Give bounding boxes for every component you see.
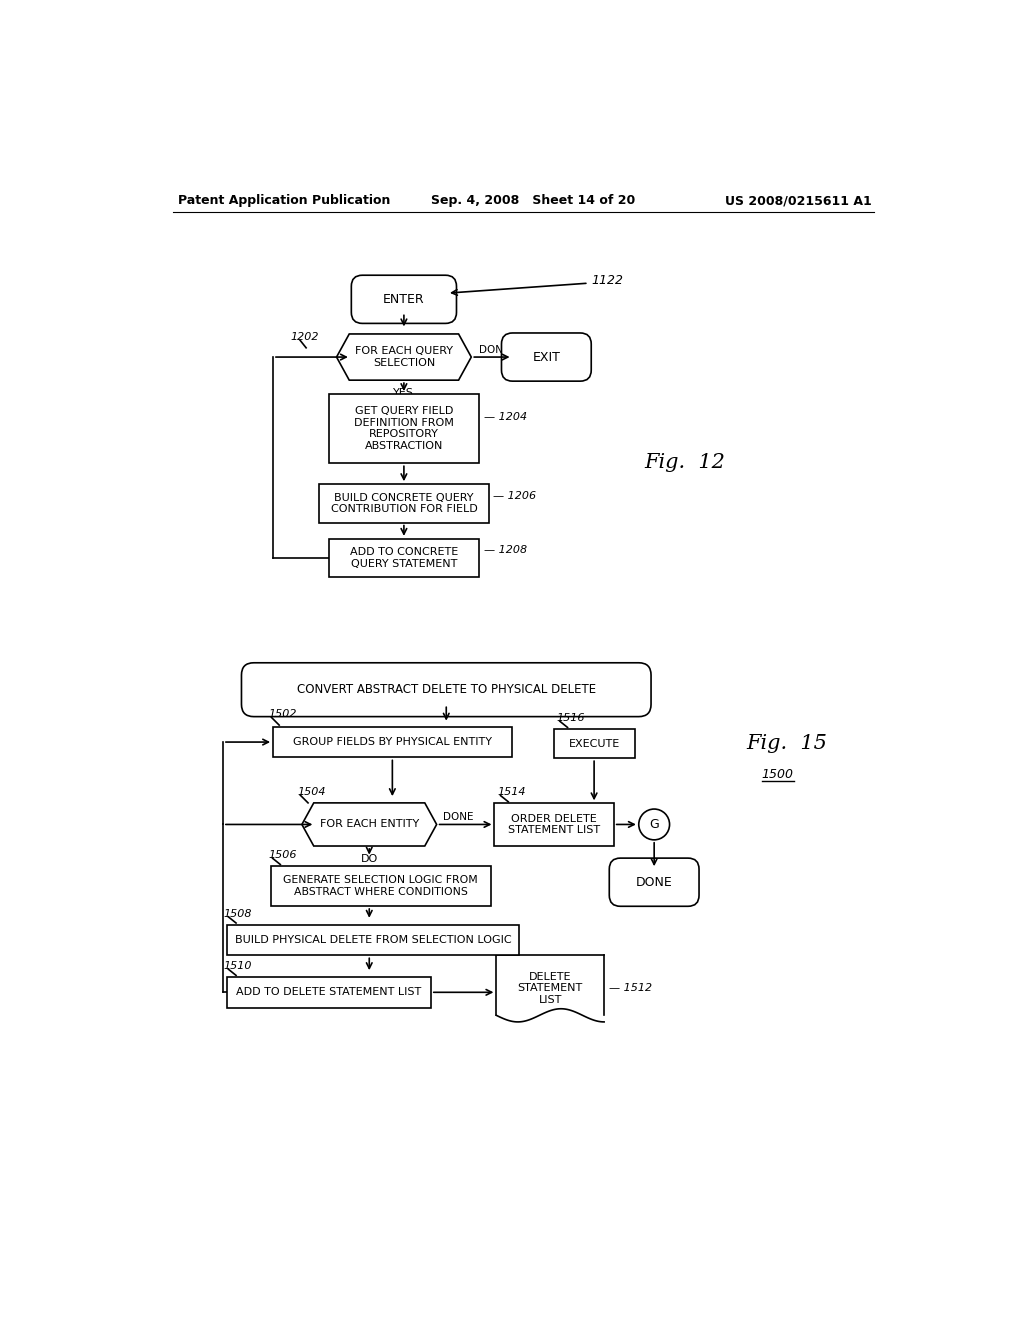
Text: CONVERT ABSTRACT DELETE TO PHYSICAL DELETE: CONVERT ABSTRACT DELETE TO PHYSICAL DELE… bbox=[297, 684, 596, 696]
Text: 1514: 1514 bbox=[498, 788, 526, 797]
FancyBboxPatch shape bbox=[319, 484, 488, 523]
Text: 1506: 1506 bbox=[268, 850, 297, 861]
Text: DONE: DONE bbox=[636, 875, 673, 888]
Text: 1516: 1516 bbox=[557, 713, 586, 723]
Text: FOR EACH QUERY
SELECTION: FOR EACH QUERY SELECTION bbox=[355, 346, 453, 368]
Text: FOR EACH ENTITY: FOR EACH ENTITY bbox=[319, 820, 419, 829]
FancyBboxPatch shape bbox=[502, 333, 591, 381]
Text: ADD TO CONCRETE
QUERY STATEMENT: ADD TO CONCRETE QUERY STATEMENT bbox=[350, 548, 458, 569]
Circle shape bbox=[639, 809, 670, 840]
Text: DELETE
STATEMENT
LIST: DELETE STATEMENT LIST bbox=[517, 972, 583, 1005]
Text: BUILD CONCRETE QUERY
CONTRIBUTION FOR FIELD: BUILD CONCRETE QUERY CONTRIBUTION FOR FI… bbox=[331, 492, 477, 515]
FancyBboxPatch shape bbox=[226, 977, 431, 1007]
Text: Patent Application Publication: Patent Application Publication bbox=[178, 194, 391, 207]
Polygon shape bbox=[337, 334, 471, 380]
Text: 1510: 1510 bbox=[223, 961, 252, 972]
Text: ADD TO DELETE STATEMENT LIST: ADD TO DELETE STATEMENT LIST bbox=[237, 987, 422, 998]
Text: Fig.  15: Fig. 15 bbox=[746, 734, 827, 754]
FancyBboxPatch shape bbox=[351, 276, 457, 323]
Text: — 1512: — 1512 bbox=[608, 983, 652, 994]
FancyBboxPatch shape bbox=[273, 726, 512, 758]
Text: GENERATE SELECTION LOGIC FROM
ABSTRACT WHERE CONDITIONS: GENERATE SELECTION LOGIC FROM ABSTRACT W… bbox=[284, 875, 478, 896]
FancyBboxPatch shape bbox=[329, 395, 479, 463]
Text: ENTER: ENTER bbox=[383, 293, 425, 306]
Text: — 1206: — 1206 bbox=[494, 491, 537, 500]
Text: 1508: 1508 bbox=[223, 908, 252, 919]
FancyBboxPatch shape bbox=[495, 804, 613, 846]
Text: GET QUERY FIELD
DEFINITION FROM
REPOSITORY
ABSTRACTION: GET QUERY FIELD DEFINITION FROM REPOSITO… bbox=[354, 407, 454, 451]
FancyBboxPatch shape bbox=[554, 729, 635, 758]
FancyBboxPatch shape bbox=[329, 539, 479, 577]
Text: — 1204: — 1204 bbox=[483, 412, 526, 422]
FancyBboxPatch shape bbox=[242, 663, 651, 717]
Text: 1502: 1502 bbox=[268, 709, 297, 719]
Text: 1202: 1202 bbox=[291, 333, 319, 342]
Text: Sep. 4, 2008   Sheet 14 of 20: Sep. 4, 2008 Sheet 14 of 20 bbox=[431, 194, 635, 207]
Text: G: G bbox=[649, 818, 659, 832]
Text: 1500: 1500 bbox=[762, 768, 794, 781]
Text: DONE: DONE bbox=[479, 345, 510, 355]
FancyBboxPatch shape bbox=[609, 858, 699, 907]
Text: BUILD PHYSICAL DELETE FROM SELECTION LOGIC: BUILD PHYSICAL DELETE FROM SELECTION LOG… bbox=[234, 935, 511, 945]
Text: US 2008/0215611 A1: US 2008/0215611 A1 bbox=[725, 194, 871, 207]
Text: EXIT: EXIT bbox=[532, 351, 560, 363]
Polygon shape bbox=[302, 803, 436, 846]
Text: DO: DO bbox=[360, 854, 378, 863]
Text: EXECUTE: EXECUTE bbox=[568, 739, 620, 748]
Text: GROUP FIELDS BY PHYSICAL ENTITY: GROUP FIELDS BY PHYSICAL ENTITY bbox=[293, 737, 492, 747]
Text: ORDER DELETE
STATEMENT LIST: ORDER DELETE STATEMENT LIST bbox=[508, 813, 600, 836]
Text: — 1208: — 1208 bbox=[483, 545, 526, 556]
Text: 1122: 1122 bbox=[591, 273, 623, 286]
Text: YES: YES bbox=[393, 388, 415, 397]
Text: DONE: DONE bbox=[442, 812, 473, 822]
Text: Fig.  12: Fig. 12 bbox=[644, 453, 725, 473]
FancyBboxPatch shape bbox=[226, 924, 519, 956]
FancyBboxPatch shape bbox=[271, 866, 490, 906]
Text: 1504: 1504 bbox=[297, 787, 326, 797]
